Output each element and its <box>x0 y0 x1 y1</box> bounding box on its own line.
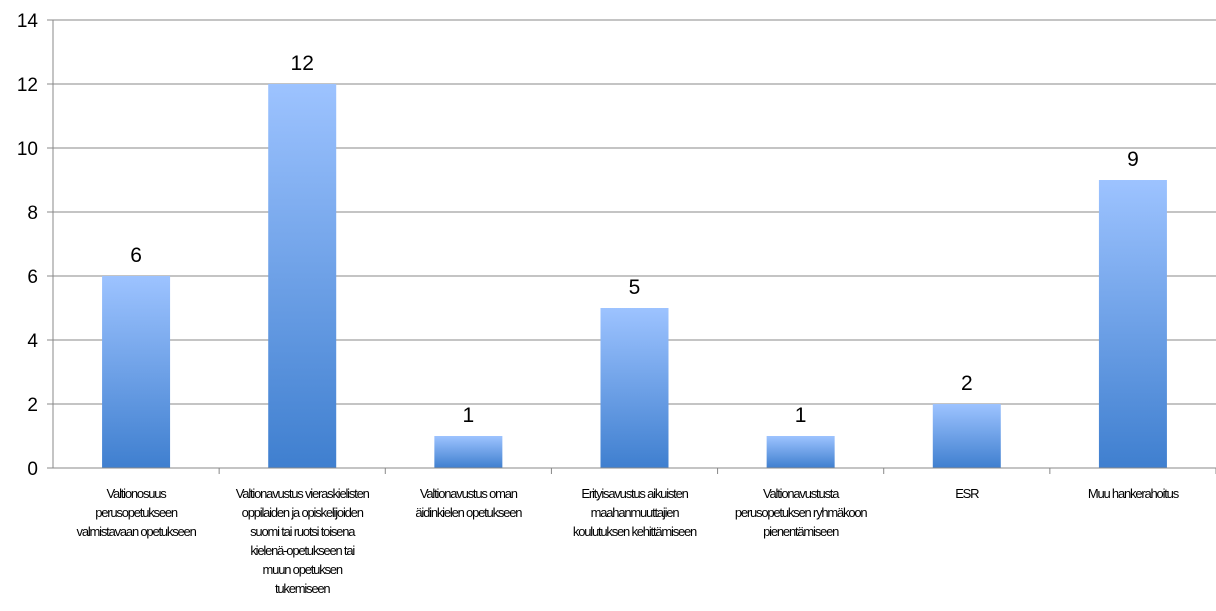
data-label: 1 <box>463 404 475 427</box>
x-category-label-line: Valtionavustusta <box>763 486 840 501</box>
x-category-label-line: oppilaiden ja opiskelijoiden <box>242 505 364 520</box>
y-tick-label: 4 <box>27 331 38 352</box>
bar <box>600 308 669 468</box>
x-category-label-line: Valtionavustus oman <box>420 486 518 501</box>
x-axis-category-labels: Valtionosuus perusopetukseen valmistavaan … <box>77 486 1181 596</box>
y-tick-label: 10 <box>17 139 38 160</box>
data-label: 6 <box>130 244 142 267</box>
gridlines <box>53 19 1216 405</box>
y-tick-label: 2 <box>27 395 38 416</box>
bar <box>932 404 1001 468</box>
x-category-label: Valtionavustusta perusopetuksen ryhmäkoon… <box>735 486 868 539</box>
y-tick-label: 8 <box>27 203 38 224</box>
x-category-label: Valtionosuus perusopetukseen valmistavaan … <box>77 486 197 539</box>
y-tick-label: 6 <box>27 267 38 288</box>
bar <box>102 276 171 468</box>
x-category-label-line: perusopetukseen <box>95 505 178 520</box>
bar <box>434 436 503 468</box>
y-tick-label: 12 <box>17 75 38 96</box>
x-category-label: ESR <box>955 486 979 501</box>
bars <box>102 84 1167 468</box>
data-label: 1 <box>795 404 807 427</box>
y-axis-ticks: 0 2 4 6 8 10 12 14 <box>17 11 54 480</box>
x-axis <box>53 467 1216 474</box>
x-category-label: Muu hankerahoitus <box>1088 486 1180 501</box>
data-label: 12 <box>291 52 314 75</box>
y-tick-label: 14 <box>17 11 39 32</box>
data-label: 9 <box>1127 148 1139 171</box>
data-label: 2 <box>961 372 973 395</box>
x-category-label-line: Valtionavustus vieraskielisten <box>236 486 370 501</box>
x-category-label-line: ESR <box>955 486 979 501</box>
bar <box>268 84 337 468</box>
x-category-label-line: perusopetuksen ryhmäkoon <box>735 505 868 520</box>
x-category-label: Erityisavustus aikuisten maahanmuuttajien… <box>573 486 697 539</box>
x-category-label-line: äidinkielen opetukseen <box>415 505 522 520</box>
x-category-label-line: tukemiseen <box>275 581 330 596</box>
x-category-label-line: muun opetuksen <box>263 562 343 577</box>
x-category-label-line: suomi tai ruotsi toisena <box>250 524 356 539</box>
x-category-label-line: pienentämiseen <box>763 524 839 539</box>
bar <box>1098 180 1167 468</box>
data-label: 5 <box>629 276 641 299</box>
bar <box>766 436 835 468</box>
x-category-label-line: Valtionosuus <box>107 486 168 501</box>
x-category-label-line: valmistavaan opetukseen <box>77 524 197 539</box>
x-category-label-line: kielenä-opetukseen tai <box>250 543 355 558</box>
x-category-label-line: Erityisavustus aikuisten <box>581 486 688 501</box>
x-category-label: Valtionavustus vieraskielisten oppilaiden… <box>236 486 370 596</box>
x-category-label-line: maahanmuuttajien <box>591 505 680 520</box>
x-category-label-line: koulutuksen kehittämiseen <box>573 524 697 539</box>
x-category-label: Valtionavustus oman äidinkielen opetuksee… <box>415 486 522 520</box>
x-category-label-line: Muu hankerahoitus <box>1088 486 1180 501</box>
y-tick-label: 0 <box>27 459 38 480</box>
